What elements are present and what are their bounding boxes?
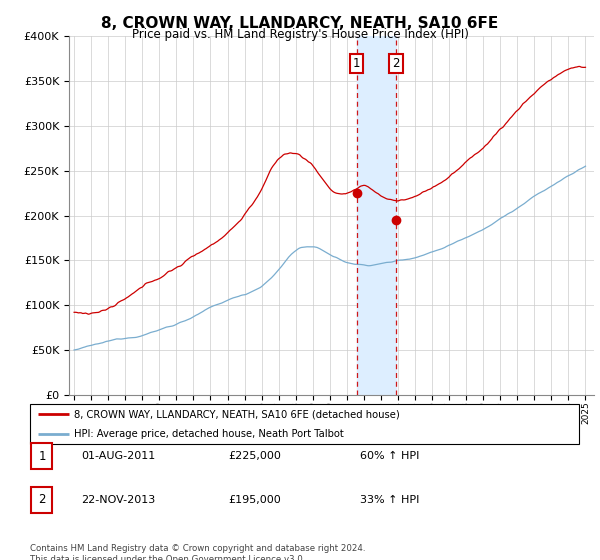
Text: 8, CROWN WAY, LLANDARCY, NEATH, SA10 6FE: 8, CROWN WAY, LLANDARCY, NEATH, SA10 6FE	[101, 16, 499, 31]
Text: 22-NOV-2013: 22-NOV-2013	[81, 494, 155, 505]
Text: 1: 1	[353, 57, 361, 70]
FancyBboxPatch shape	[31, 444, 52, 469]
Text: £225,000: £225,000	[228, 451, 281, 461]
Bar	[357, 36, 396, 395]
Text: 1: 1	[38, 450, 46, 463]
Text: 01-AUG-2011: 01-AUG-2011	[81, 451, 155, 461]
Text: 8, CROWN WAY, LLANDARCY, NEATH, SA10 6FE (detached house): 8, CROWN WAY, LLANDARCY, NEATH, SA10 6FE…	[74, 409, 400, 419]
Text: 2: 2	[392, 57, 400, 70]
FancyBboxPatch shape	[31, 487, 52, 512]
Text: 2: 2	[38, 493, 46, 506]
Text: Price paid vs. HM Land Registry's House Price Index (HPI): Price paid vs. HM Land Registry's House …	[131, 28, 469, 41]
Text: Contains HM Land Registry data © Crown copyright and database right 2024.
This d: Contains HM Land Registry data © Crown c…	[30, 544, 365, 560]
Text: HPI: Average price, detached house, Neath Port Talbot: HPI: Average price, detached house, Neat…	[74, 430, 344, 439]
Text: 33% ↑ HPI: 33% ↑ HPI	[360, 494, 419, 505]
FancyBboxPatch shape	[30, 404, 579, 445]
Text: 60% ↑ HPI: 60% ↑ HPI	[360, 451, 419, 461]
Text: £195,000: £195,000	[228, 494, 281, 505]
